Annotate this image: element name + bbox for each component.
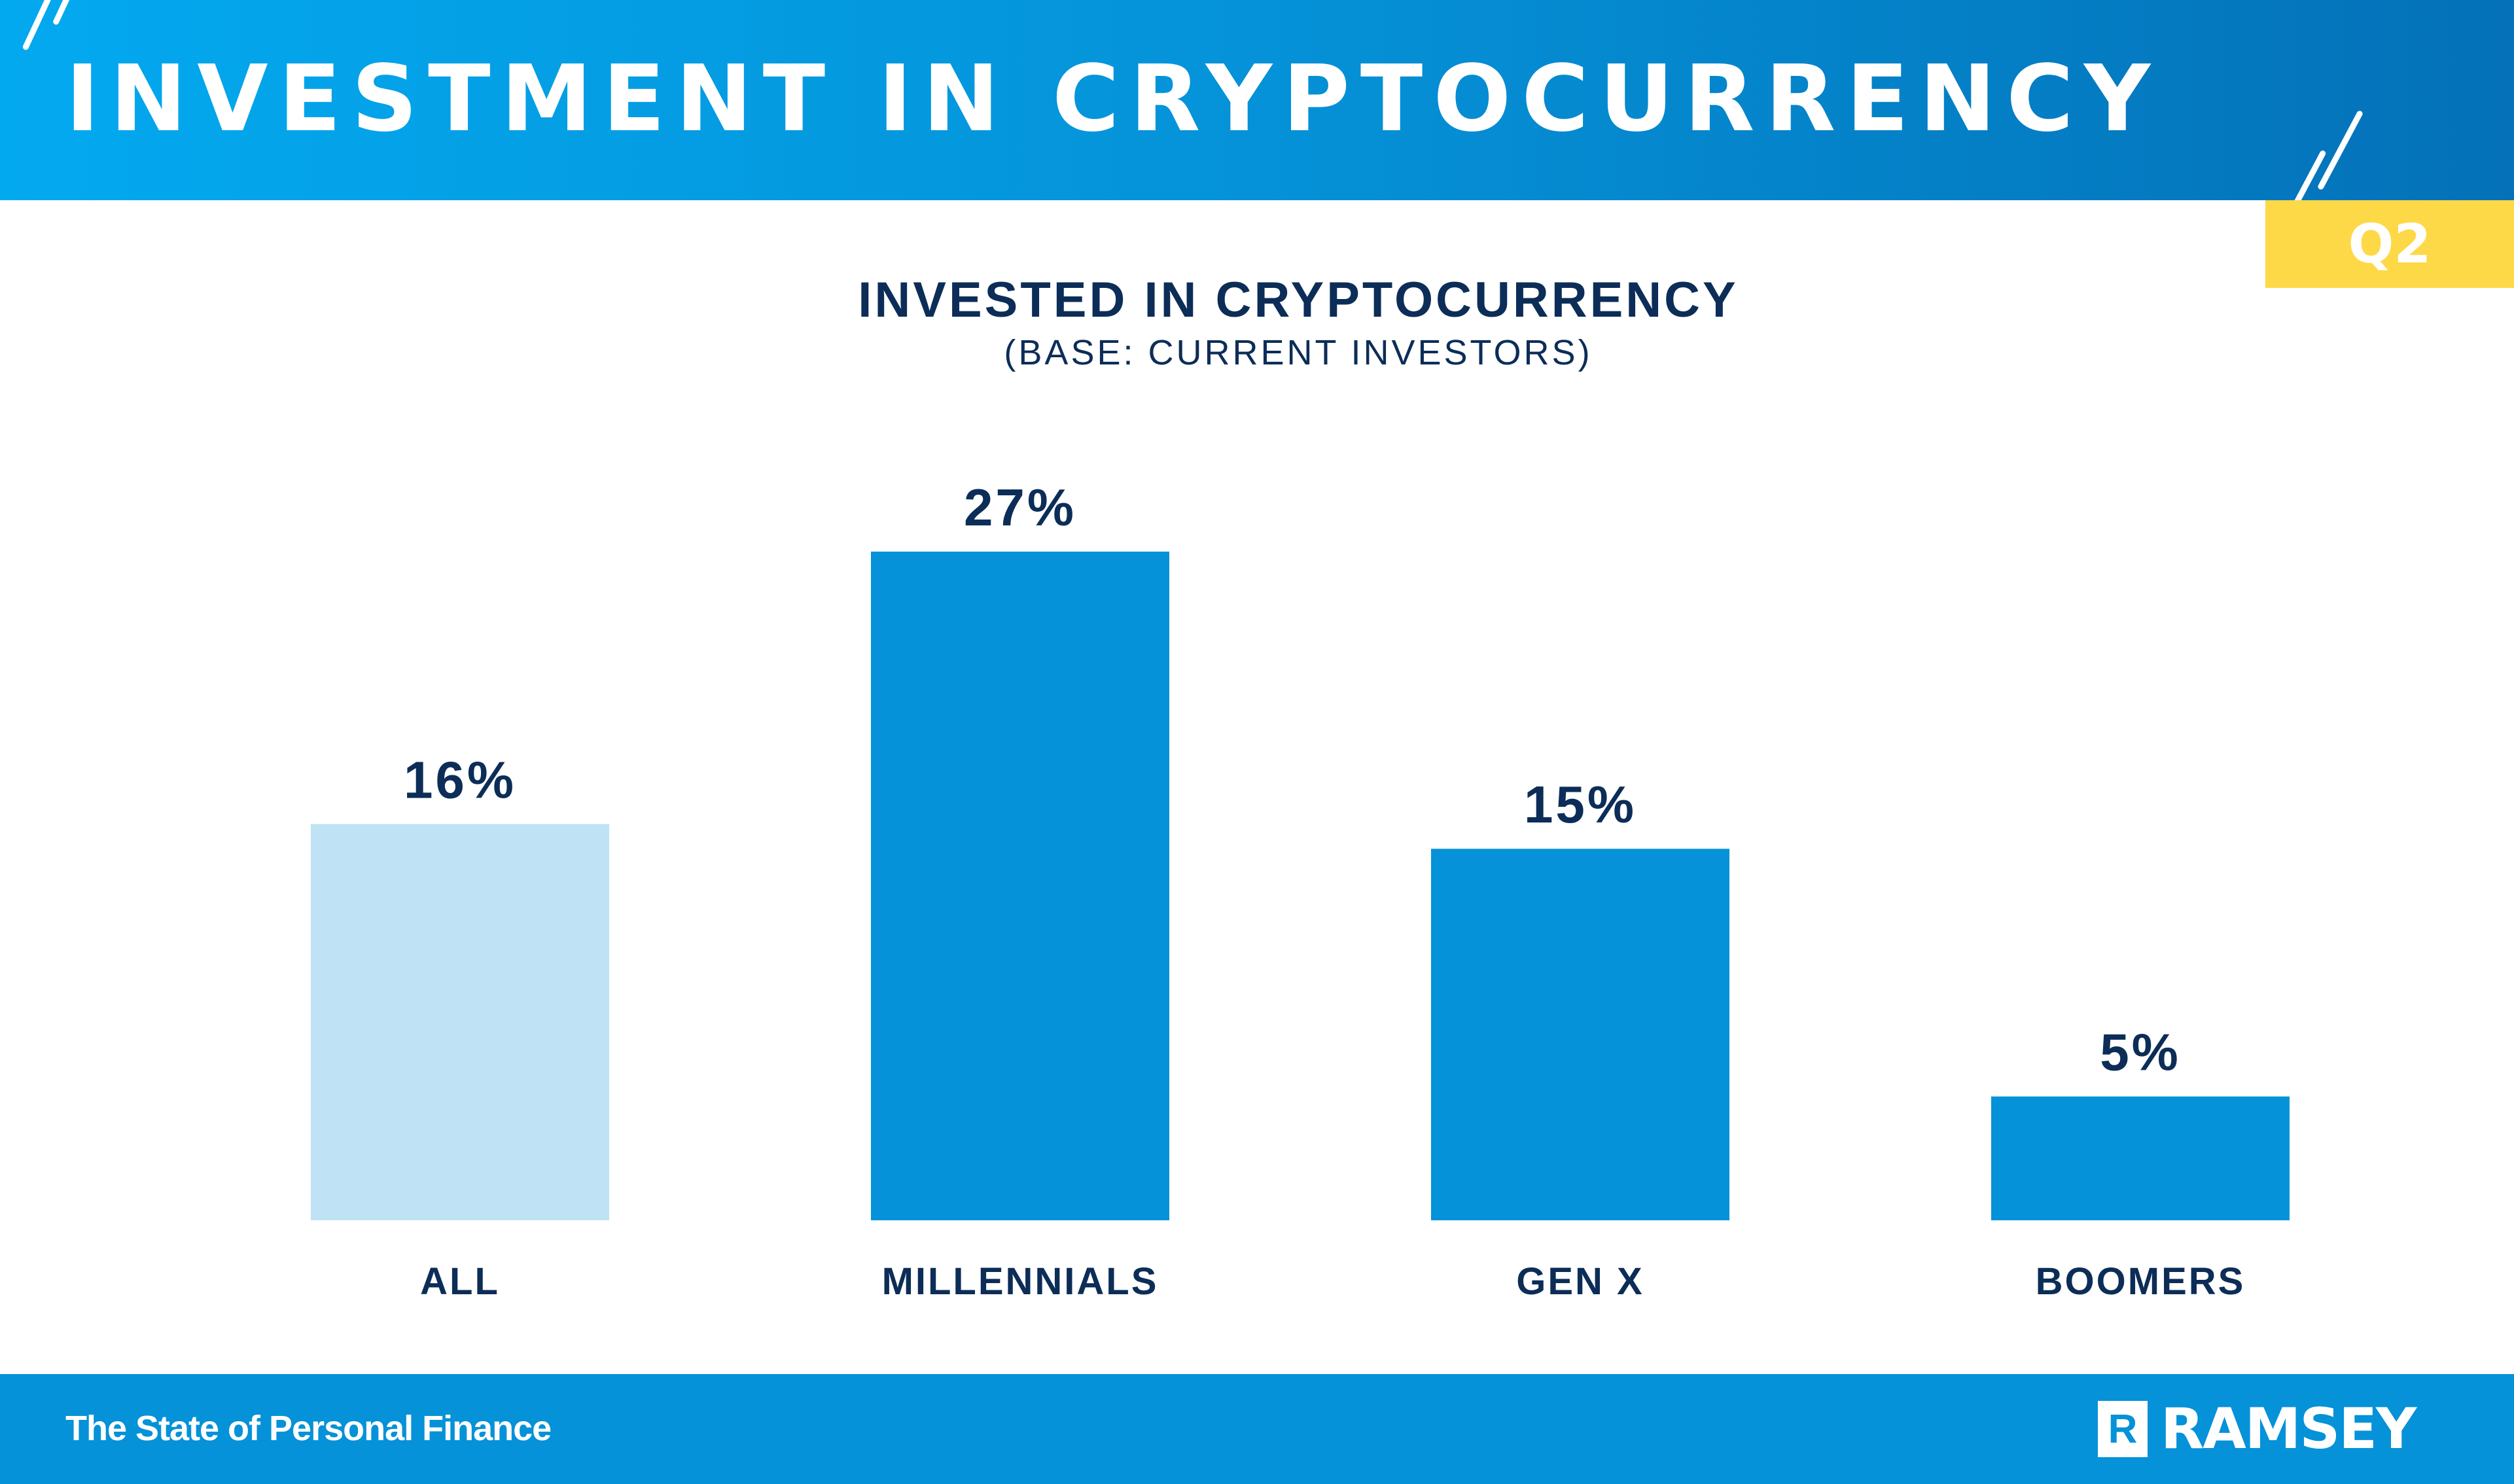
chart-subtitle: (BASE: CURRENT INVESTORS) [1004, 333, 1593, 372]
bar-gen-x [1431, 849, 1729, 1220]
bar-boomers [1991, 1096, 2290, 1220]
page-title: INVESTMENT IN CRYPTOCURRENCY [65, 46, 2161, 152]
category-label: BOOMERS [2036, 1260, 2246, 1303]
category-label: ALL [420, 1260, 500, 1303]
quarter-badge: Q2 [2265, 200, 2514, 288]
chart-title: INVESTED IN CRYPTOCURRENCY [858, 272, 1739, 328]
header-banner: INVESTMENT IN CRYPTOCURRENCY [0, 0, 2514, 207]
bar-all [311, 824, 609, 1220]
category-label: MILLENNIALS [882, 1260, 1159, 1303]
footer: The State of Personal Finance R RAMSEY [0, 1374, 2514, 1484]
data-label: 5% [2100, 1023, 2181, 1082]
logo-text: RAMSEY [2161, 1396, 2417, 1462]
data-label: 27% [964, 478, 1076, 537]
bar-chart: 16% ALL 27% MILLENNIALS 15% GEN X 5% BOOMERS [311, 478, 2290, 1303]
data-label: 16% [404, 751, 516, 809]
data-label: 15% [1524, 775, 1637, 834]
footer-text: The State of Personal Finance [65, 1409, 552, 1448]
ramsey-logo: R RAMSEY [2098, 1396, 2417, 1462]
logo-mark: R [2098, 1401, 2148, 1457]
bar-millennials [871, 552, 1169, 1220]
category-label: GEN X [1516, 1260, 1644, 1303]
